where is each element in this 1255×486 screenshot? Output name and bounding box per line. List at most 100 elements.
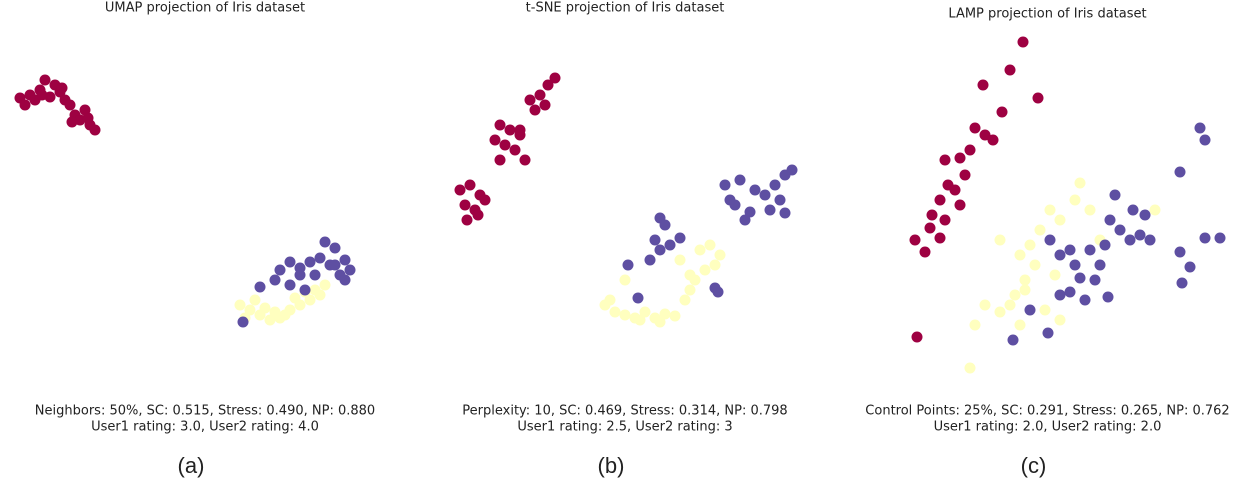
- point: [534, 89, 546, 101]
- point: [82, 112, 94, 124]
- point: [919, 246, 931, 258]
- point: [1109, 189, 1121, 201]
- point: [926, 209, 938, 221]
- point: [604, 294, 616, 306]
- point: [509, 144, 521, 156]
- point: [1084, 204, 1096, 216]
- point: [694, 244, 706, 256]
- point: [66, 116, 78, 128]
- point: [1034, 224, 1046, 236]
- point: [304, 294, 316, 306]
- point: [719, 179, 731, 191]
- point: [64, 99, 76, 111]
- point: [1004, 64, 1016, 76]
- point: [609, 306, 621, 318]
- point: [519, 154, 531, 166]
- point: [644, 254, 656, 266]
- point: [529, 104, 541, 116]
- point: [549, 72, 561, 84]
- point: [684, 269, 696, 281]
- point: [1009, 289, 1021, 301]
- point: [284, 256, 296, 268]
- point: [1024, 304, 1036, 316]
- point: [774, 194, 786, 206]
- point: [987, 134, 999, 146]
- point: [1134, 229, 1146, 241]
- point: [934, 232, 946, 244]
- point: [654, 244, 666, 256]
- point: [1017, 36, 1029, 48]
- point: [274, 264, 286, 276]
- point: [542, 79, 554, 91]
- point: [309, 284, 321, 296]
- point: [979, 299, 991, 311]
- point: [1199, 232, 1211, 244]
- point: [949, 184, 961, 196]
- point: [934, 194, 946, 206]
- point: [539, 99, 551, 111]
- point: [634, 314, 646, 326]
- point: [39, 74, 51, 86]
- point: [659, 308, 671, 320]
- point: [1139, 209, 1151, 221]
- point: [1007, 334, 1019, 346]
- point: [1094, 259, 1106, 271]
- point: [749, 184, 761, 196]
- point: [472, 209, 484, 221]
- point: [1089, 274, 1101, 286]
- panel-label: (a): [178, 453, 205, 478]
- point: [1069, 259, 1081, 271]
- point: [994, 306, 1006, 318]
- point: [1064, 244, 1076, 256]
- point: [954, 199, 966, 211]
- point: [911, 331, 923, 343]
- point: [924, 222, 936, 234]
- point: [1084, 244, 1096, 256]
- panel-label: (c): [1021, 453, 1047, 478]
- point: [339, 274, 351, 286]
- point: [709, 259, 721, 271]
- point: [234, 299, 246, 311]
- point: [704, 239, 716, 251]
- point: [461, 214, 473, 226]
- point: [1104, 214, 1116, 226]
- point: [632, 292, 644, 304]
- point: [1074, 177, 1086, 189]
- caption: Control Points: 25%, SC: 0.291, Stress: …: [865, 404, 1229, 419]
- chart-title: t-SNE projection of Iris dataset: [526, 1, 725, 16]
- point: [294, 269, 306, 281]
- point: [977, 79, 989, 91]
- point: [674, 232, 686, 244]
- point: [314, 252, 326, 264]
- point: [1144, 234, 1156, 246]
- point: [1054, 214, 1066, 226]
- point: [724, 194, 736, 206]
- point: [684, 284, 696, 296]
- point: [1054, 314, 1066, 326]
- point: [269, 306, 281, 318]
- point: [659, 219, 671, 231]
- point: [964, 144, 976, 156]
- point: [654, 316, 666, 328]
- point: [1149, 204, 1161, 216]
- point: [1099, 239, 1111, 251]
- point: [939, 214, 951, 226]
- point: [1074, 272, 1086, 284]
- point: [1194, 122, 1206, 134]
- point: [1054, 289, 1066, 301]
- point: [1024, 239, 1036, 251]
- point: [714, 249, 726, 261]
- point: [329, 242, 341, 254]
- point: [1042, 327, 1054, 339]
- point: [1032, 92, 1044, 104]
- point: [319, 279, 331, 291]
- caption: User1 rating: 2.0, User2 rating: 2.0: [934, 420, 1162, 435]
- point: [1014, 249, 1026, 261]
- point: [237, 316, 249, 328]
- point: [959, 169, 971, 181]
- point: [764, 204, 776, 216]
- point: [996, 106, 1008, 118]
- point: [664, 239, 676, 251]
- point: [504, 124, 516, 136]
- point: [674, 254, 686, 266]
